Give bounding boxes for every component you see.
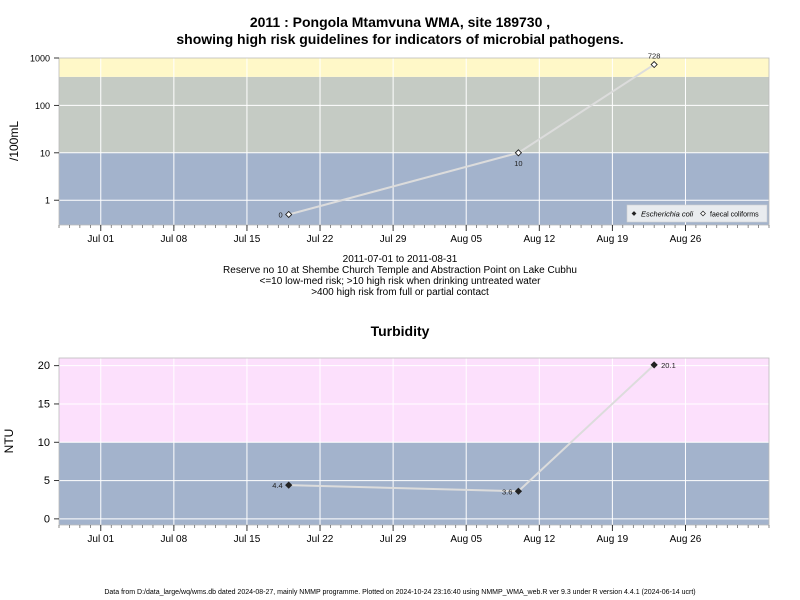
y-tick-label: 1 <box>45 196 50 206</box>
x-tick-label: Jul 22 <box>307 534 334 545</box>
x-tick-label: Aug 12 <box>523 234 555 245</box>
y-tick-label: 10 <box>38 437 50 449</box>
data-label: 10 <box>514 159 522 168</box>
data-label: 3.6 <box>502 487 512 496</box>
faecal-coliform-chart: Jul 01 Jul 08 Jul 15 Jul 22 Jul 29 Aug 05 Aug … <box>30 52 770 245</box>
y-tick-label: 20 <box>38 360 50 372</box>
y-tick-label: 1000 <box>30 54 50 64</box>
x-tick-label: Jul 29 <box>380 534 407 545</box>
x-tick-label: Jul 15 <box>234 534 261 545</box>
data-label: 0 <box>279 210 283 219</box>
risk-band-1 <box>59 358 769 443</box>
legend-marker-faecal <box>700 210 706 217</box>
x-tick-label: Aug 19 <box>597 234 629 245</box>
y-tick-label: 100 <box>35 101 50 111</box>
legend-box <box>626 204 768 223</box>
chart-title-line2: showing high risk guidelines for indicat… <box>176 31 624 47</box>
x-tick-label: Jul 01 <box>87 534 114 545</box>
data-point <box>650 361 658 369</box>
data-point <box>650 60 658 69</box>
risk-guideline-drinking: <=10 low-med risk; >10 high risk when dr… <box>259 276 541 287</box>
legend-marker-ecoli <box>631 211 637 216</box>
x-tick-label: Jul 08 <box>161 534 188 545</box>
x-tick-label: Aug 26 <box>670 234 702 245</box>
x-tick-label: Jul 29 <box>380 234 407 245</box>
x-tick-label: Aug 12 <box>523 534 555 545</box>
y-tick-label: 0 <box>44 513 50 525</box>
x-tick-label: Jul 01 <box>87 234 114 245</box>
data-label: 728 <box>648 52 661 61</box>
turbidity-title: Turbidity <box>370 323 430 339</box>
x-tick-label: Aug 05 <box>450 534 482 545</box>
data-point <box>514 487 523 495</box>
risk-band-2 <box>59 58 769 77</box>
legend-label-faecal: faecal coliforms <box>710 211 759 218</box>
risk-guideline-contact: >400 high risk from full or partial cont… <box>311 287 489 298</box>
chart-title-line1: 2011 : Pongola Mtamvuna WMA, site 189730… <box>249 14 551 30</box>
turbidity-chart: Jul 01 Jul 08 Jul 15 Jul 22 Jul 29 Aug 05 Aug … <box>38 357 770 545</box>
y-tick-label: 5 <box>44 475 50 487</box>
x-tick-label: Aug 19 <box>597 534 629 545</box>
y-tick-label: 15 <box>38 398 50 410</box>
x-tick-label: Jul 08 <box>161 234 188 245</box>
site-description-text: Reserve no 10 at Shembe Church Temple an… <box>223 265 577 276</box>
date-range-text: 2011-07-01 to 2011-08-31 <box>342 254 458 265</box>
data-point <box>285 210 293 219</box>
data-source-footer: Data from D:/data_large/wq/wms.db dated … <box>104 589 696 596</box>
legend-label-ecoli: Escherichia coli <box>641 209 693 218</box>
risk-band-1 <box>59 76 769 153</box>
x-tick-label: Jul 15 <box>234 234 261 245</box>
data-point <box>514 149 523 157</box>
x-tick-label: Aug 26 <box>670 534 702 545</box>
x-tick-label: Aug 05 <box>450 234 482 245</box>
x-tick-label: Jul 22 <box>307 234 334 245</box>
y-tick-label: 10 <box>40 148 50 158</box>
data-label: 4.4 <box>272 481 282 490</box>
data-label: 20.1 <box>661 361 676 370</box>
data-point <box>285 481 293 489</box>
risk-band-0 <box>59 442 769 525</box>
